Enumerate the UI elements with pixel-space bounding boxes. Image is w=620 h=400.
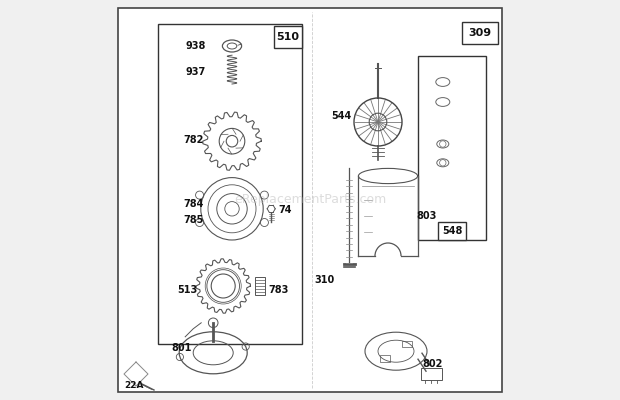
Text: 782: 782 [184, 135, 204, 145]
Text: 309: 309 [469, 28, 492, 38]
Text: 938: 938 [185, 41, 206, 51]
Text: 784: 784 [184, 199, 204, 209]
Bar [380, 355, 389, 362]
FancyBboxPatch shape [274, 26, 302, 48]
FancyBboxPatch shape [118, 8, 502, 392]
Bar [421, 368, 441, 380]
Text: 801: 801 [172, 343, 192, 353]
Text: 74: 74 [278, 205, 291, 215]
Text: 22A: 22A [124, 382, 144, 390]
Text: 544: 544 [332, 111, 352, 121]
FancyBboxPatch shape [438, 222, 466, 240]
FancyBboxPatch shape [462, 22, 498, 44]
Text: 802: 802 [422, 359, 443, 369]
FancyBboxPatch shape [158, 24, 302, 344]
Text: 310: 310 [314, 275, 335, 285]
Text: 803: 803 [416, 211, 436, 221]
Text: eReplacementParts.com: eReplacementParts.com [234, 194, 386, 206]
FancyBboxPatch shape [418, 56, 486, 240]
Text: 510: 510 [277, 32, 299, 42]
Text: 513: 513 [178, 285, 198, 295]
Text: 937: 937 [186, 67, 206, 77]
Bar [255, 277, 265, 295]
Text: 785: 785 [184, 215, 204, 225]
Text: 783: 783 [268, 285, 288, 295]
Text: 548: 548 [442, 226, 462, 236]
Bar [402, 341, 412, 347]
